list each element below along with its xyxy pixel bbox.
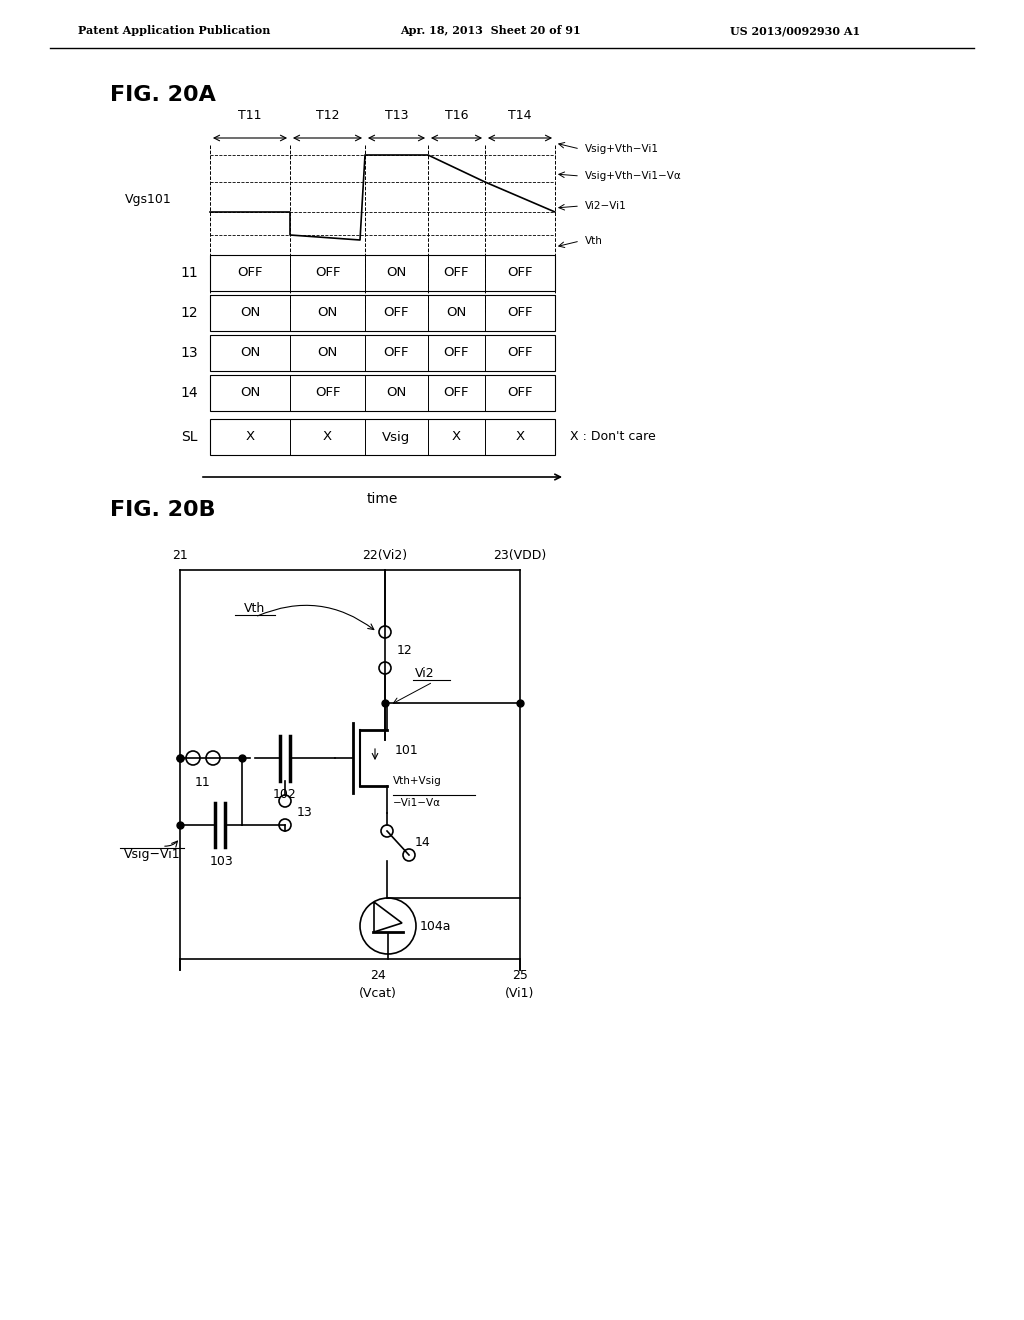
Text: ON: ON xyxy=(446,306,467,319)
Text: ON: ON xyxy=(240,387,260,400)
Text: OFF: OFF xyxy=(507,267,532,280)
Text: 12: 12 xyxy=(180,306,198,319)
Text: Vsig+Vth−Vi1: Vsig+Vth−Vi1 xyxy=(585,144,659,154)
Text: 12: 12 xyxy=(397,644,413,656)
Text: 22(Vi2): 22(Vi2) xyxy=(362,549,408,562)
Text: Vsig−Vi1: Vsig−Vi1 xyxy=(124,847,180,861)
Text: (Vi1): (Vi1) xyxy=(505,987,535,1001)
Text: OFF: OFF xyxy=(507,346,532,359)
Text: OFF: OFF xyxy=(384,306,410,319)
Text: ON: ON xyxy=(240,306,260,319)
Text: 13: 13 xyxy=(180,346,198,360)
Bar xyxy=(210,335,555,371)
Text: X: X xyxy=(515,430,524,444)
Text: T12: T12 xyxy=(315,110,339,121)
Text: OFF: OFF xyxy=(443,267,469,280)
Bar xyxy=(210,418,555,455)
Text: FIG. 20B: FIG. 20B xyxy=(110,500,216,520)
Text: 24: 24 xyxy=(370,969,386,982)
Text: ON: ON xyxy=(386,267,407,280)
Text: Vth: Vth xyxy=(585,236,603,246)
Bar xyxy=(210,375,555,411)
Text: Apr. 18, 2013  Sheet 20 of 91: Apr. 18, 2013 Sheet 20 of 91 xyxy=(400,25,581,36)
Text: 23(VDD): 23(VDD) xyxy=(494,549,547,562)
Text: FIG. 20A: FIG. 20A xyxy=(110,84,216,106)
Text: OFF: OFF xyxy=(314,267,340,280)
Text: X : Don't care: X : Don't care xyxy=(570,430,655,444)
Text: T13: T13 xyxy=(385,110,409,121)
Text: OFF: OFF xyxy=(507,387,532,400)
Text: SL: SL xyxy=(181,430,198,444)
Text: X: X xyxy=(323,430,332,444)
Text: US 2013/0092930 A1: US 2013/0092930 A1 xyxy=(730,25,860,36)
Text: OFF: OFF xyxy=(443,387,469,400)
Bar xyxy=(210,294,555,331)
Text: 104a: 104a xyxy=(420,920,452,932)
Text: −Vi1−Vα: −Vi1−Vα xyxy=(393,799,441,808)
Text: 21: 21 xyxy=(172,549,187,562)
Text: 25: 25 xyxy=(512,969,528,982)
Text: 13: 13 xyxy=(297,807,312,820)
Text: ON: ON xyxy=(317,306,338,319)
Text: 11: 11 xyxy=(180,267,198,280)
Text: OFF: OFF xyxy=(238,267,263,280)
Text: Vi2: Vi2 xyxy=(415,667,434,680)
Text: ON: ON xyxy=(240,346,260,359)
Text: (Vcat): (Vcat) xyxy=(359,987,397,1001)
Text: 101: 101 xyxy=(395,743,419,756)
Text: Vgs101: Vgs101 xyxy=(125,194,172,206)
Text: ON: ON xyxy=(317,346,338,359)
Text: OFF: OFF xyxy=(507,306,532,319)
Text: Patent Application Publication: Patent Application Publication xyxy=(78,25,270,36)
Text: T11: T11 xyxy=(239,110,262,121)
Text: T16: T16 xyxy=(444,110,468,121)
Text: X: X xyxy=(452,430,461,444)
Text: Vth+Vsig: Vth+Vsig xyxy=(393,776,441,785)
Bar xyxy=(210,255,555,290)
Text: OFF: OFF xyxy=(384,346,410,359)
Text: Vsig: Vsig xyxy=(382,430,411,444)
Text: OFF: OFF xyxy=(314,387,340,400)
Text: Vsig+Vth−Vi1−Vα: Vsig+Vth−Vi1−Vα xyxy=(585,172,682,181)
Text: T14: T14 xyxy=(508,110,531,121)
Text: X: X xyxy=(246,430,255,444)
Text: ON: ON xyxy=(386,387,407,400)
Text: Vi2−Vi1: Vi2−Vi1 xyxy=(585,201,627,211)
Text: Vth: Vth xyxy=(245,602,265,615)
Text: 102: 102 xyxy=(273,788,297,801)
Text: OFF: OFF xyxy=(443,346,469,359)
Text: 14: 14 xyxy=(180,385,198,400)
Text: 103: 103 xyxy=(210,855,233,869)
Text: 11: 11 xyxy=(196,776,211,789)
Text: time: time xyxy=(367,492,398,506)
Text: 14: 14 xyxy=(415,837,431,850)
